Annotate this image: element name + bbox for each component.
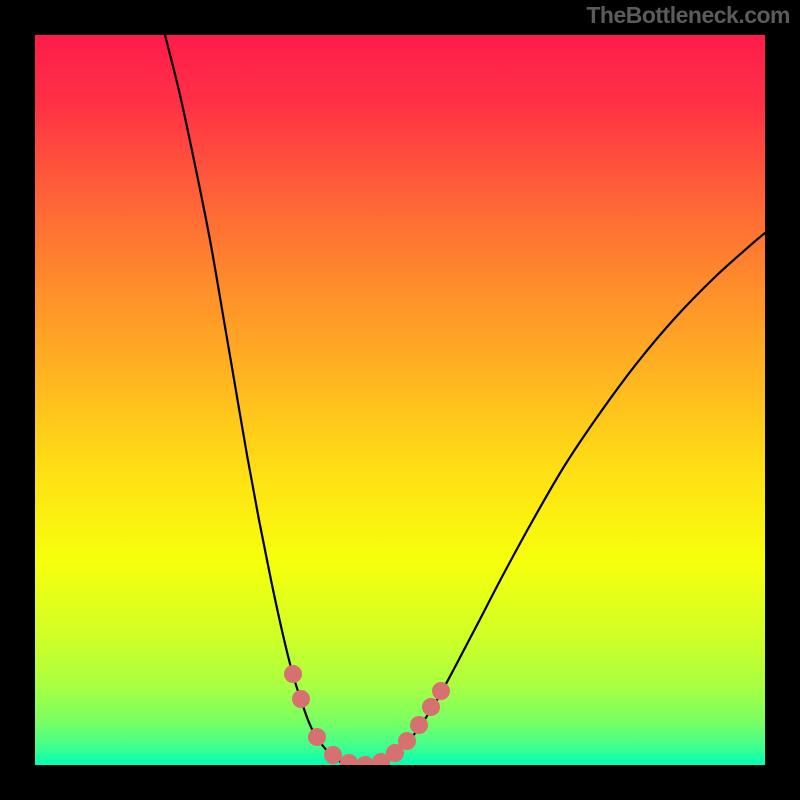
curve-right [371,233,765,765]
watermark-text: TheBottleneck.com [586,2,790,29]
data-marker [308,728,326,746]
data-marker [432,682,450,700]
data-marker [356,756,374,774]
data-marker [340,754,358,772]
chart-frame: TheBottleneck.com [0,0,800,800]
data-marker [324,746,342,764]
data-marker [410,716,428,734]
data-marker [284,665,302,683]
chart-svg [0,0,800,800]
curve-left [165,35,371,766]
data-marker [422,698,440,716]
data-marker [292,690,310,708]
data-marker [398,732,416,750]
